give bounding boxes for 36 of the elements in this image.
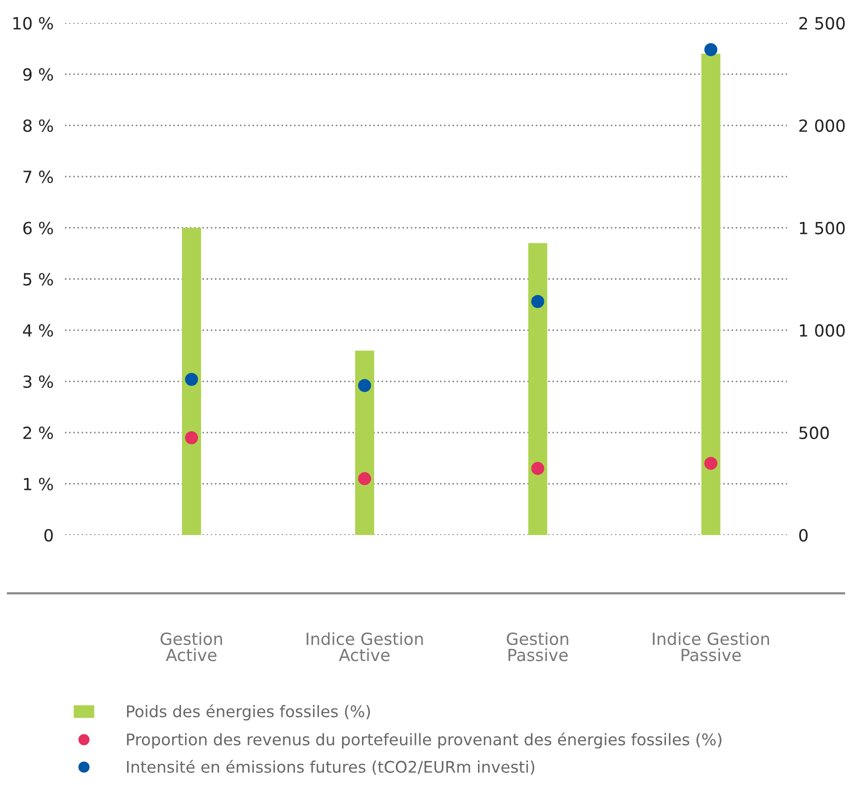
y-tick-label: 0 [44, 528, 53, 542]
legend-label: Intensité en émissions futures (tCO2/EURm investi) [127, 760, 534, 775]
point [531, 295, 544, 308]
point [358, 378, 372, 392]
point [358, 472, 372, 486]
bar [528, 243, 548, 535]
point [704, 456, 718, 470]
y-tick-label: 3 % [23, 375, 53, 388]
x-tick-label: Gestion Active [160, 632, 222, 662]
y-tick-label: 5 % [23, 272, 53, 286]
y2-tick-label: 2 000 [799, 119, 845, 132]
y2-tick-label: 0 [799, 528, 808, 542]
y-tick-label: 7 % [24, 170, 53, 184]
legend-label: Proportion des revenus du portefeuille provenant des énergies fossiles (%) [127, 732, 722, 749]
y-tick-label: 9 % [23, 68, 53, 81]
y-tick-label: 10 % [13, 16, 53, 30]
y-tick-label: 1 % [24, 478, 53, 490]
bar [701, 54, 720, 535]
y-tick-label: 8 % [23, 119, 53, 132]
x-tick-label: Indice Gestion Passive [652, 632, 770, 662]
y2-tick-label: 1 500 [800, 222, 845, 234]
bar [355, 350, 374, 535]
x-tick-label: Indice Gestion Active [306, 632, 423, 662]
y-tick-label: 2 % [23, 426, 53, 440]
y-tick-label: 4 % [22, 324, 53, 337]
y2-tick-label: 1 000 [800, 324, 845, 337]
legend-label: Poids des énergies fossiles (%) [127, 704, 370, 720]
point [185, 431, 198, 444]
point [185, 372, 198, 386]
point [704, 43, 718, 56]
x-tick-label: Gestion Passive [506, 632, 568, 662]
y2-tick-label: 2 500 [799, 16, 845, 30]
y2-tick-label: 500 [799, 426, 829, 440]
bar [182, 228, 202, 535]
y-tick-label: 6 % [23, 222, 53, 234]
point [531, 462, 544, 475]
